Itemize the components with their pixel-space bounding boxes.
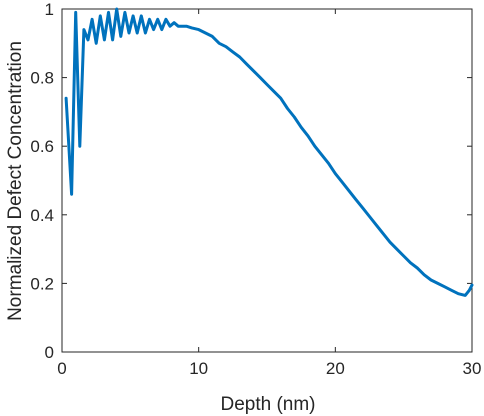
y-tick-label: 1 <box>45 0 54 19</box>
axes-box <box>61 8 473 353</box>
ticks: 0 10 20 30 0 0.2 0.4 0.6 0.8 1 <box>30 0 481 378</box>
series-line <box>64 7 474 297</box>
x-axis-label: Depth (nm) <box>220 394 315 415</box>
x-tick-label: 10 <box>189 359 208 378</box>
y-tick-label: 0.8 <box>30 69 54 88</box>
y-tick-label: 0.4 <box>30 206 54 225</box>
y-tick-label: 0.6 <box>30 137 54 156</box>
y-tick-label: 0 <box>45 343 54 362</box>
axes <box>61 8 473 353</box>
y-axis-label: Normalized Defect Concentration <box>5 41 26 321</box>
plot-area <box>64 7 474 297</box>
x-tick-label: 0 <box>57 359 66 378</box>
x-tick-label: 30 <box>463 359 482 378</box>
x-tick-label: 20 <box>326 359 345 378</box>
y-tick-label: 0.2 <box>30 274 54 293</box>
